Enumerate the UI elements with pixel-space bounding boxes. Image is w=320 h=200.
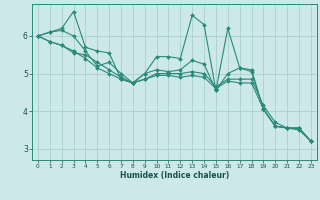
X-axis label: Humidex (Indice chaleur): Humidex (Indice chaleur) xyxy=(120,171,229,180)
